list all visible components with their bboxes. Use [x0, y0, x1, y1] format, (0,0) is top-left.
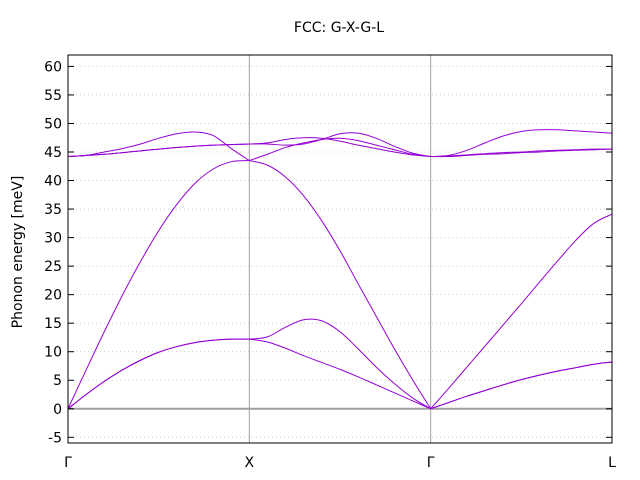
y-tick-label: 20	[44, 288, 62, 304]
y-tick-label: 5	[53, 373, 62, 389]
dispersion-branches	[67, 129, 613, 410]
y-tick-label: 15	[44, 316, 62, 332]
dispersion-branch	[249, 137, 431, 158]
chart-title: FCC: G-X-G-L	[294, 20, 384, 36]
y-tick-label: 45	[44, 145, 62, 161]
dispersion-branch	[249, 137, 431, 162]
axis-ticks: -5 0 5 10 15 20 25 30 35 40 45 50 55 60 Γ X Γ L	[44, 59, 616, 471]
grid-lines	[68, 66, 612, 438]
plot-frame	[67, 54, 613, 444]
dispersion-branch	[249, 160, 432, 410]
y-tick-label: 40	[44, 174, 62, 190]
dispersion-branch	[430, 129, 613, 158]
y-tick-label: 50	[44, 116, 62, 132]
dispersion-branch	[430, 361, 613, 410]
y-tick-label: 30	[44, 231, 62, 247]
y-tick-label: 0	[53, 402, 62, 418]
dispersion-branch	[67, 338, 250, 410]
dispersion-branch	[249, 338, 431, 410]
dispersion-branch	[430, 361, 613, 410]
high-symmetry-lines	[248, 55, 432, 443]
y-tick-label: 60	[44, 59, 62, 75]
x-tick-label: Γ	[427, 455, 435, 471]
dispersion-branch	[249, 318, 431, 410]
dispersion-branch	[67, 160, 250, 409]
dispersion-branch	[430, 148, 613, 158]
y-tick-label: 25	[44, 259, 62, 275]
y-tick-label: 10	[44, 345, 62, 361]
x-tick-label: L	[608, 455, 616, 471]
dispersion-branch	[430, 148, 613, 158]
dispersion-branch	[67, 338, 250, 410]
dispersion-branch	[430, 213, 613, 410]
dispersion-branch	[67, 131, 250, 161]
x-tick-label: Γ	[64, 455, 72, 471]
x-tick-label: X	[245, 455, 255, 471]
y-axis-label: Phonon energy [meV]	[10, 176, 26, 329]
dispersion-branch	[249, 132, 431, 158]
y-tick-label: -5	[48, 430, 62, 446]
dispersion-branch	[67, 143, 250, 158]
y-tick-label: 35	[44, 202, 62, 218]
y-tick-label: 55	[44, 88, 62, 104]
